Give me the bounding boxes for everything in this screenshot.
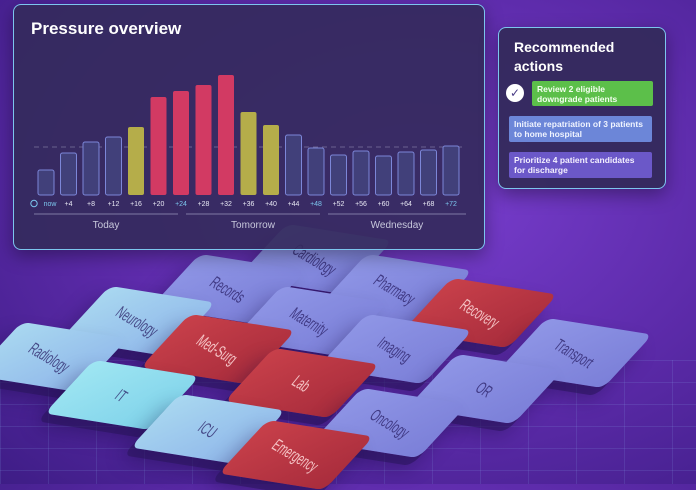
- tick-label: +40: [265, 201, 277, 208]
- tile-label: Radiology: [25, 338, 75, 376]
- bar-+48: [307, 147, 325, 196]
- tick-label: +36: [243, 201, 255, 208]
- bar-+44: [285, 134, 302, 196]
- bar-+8: [82, 141, 100, 196]
- bar-+56: [352, 150, 370, 196]
- bar-+68: [420, 149, 437, 196]
- tile-label: Recovery: [456, 294, 504, 332]
- bar-+64: [397, 151, 415, 196]
- bar-+28: [195, 85, 212, 195]
- day-label: Wednesday: [371, 220, 424, 231]
- tick-label: +56: [355, 201, 367, 208]
- bar-+12: [105, 136, 122, 196]
- tick-label: +64: [400, 201, 412, 208]
- tick-label: +24: [175, 201, 187, 208]
- panel-title: Pressure overview: [31, 19, 182, 38]
- tick-label: now: [44, 201, 58, 208]
- tile-label: Med-Surg: [193, 330, 243, 368]
- bar-+32: [218, 75, 234, 195]
- tick-label: +52: [333, 201, 345, 208]
- recommended-actions-panel: Recommended actions ✓ Review 2 eligible …: [498, 27, 666, 189]
- bar-+40: [263, 125, 279, 195]
- tick-label: +68: [423, 201, 435, 208]
- tile-label: IT: [111, 384, 133, 406]
- bar-+16: [128, 127, 144, 195]
- clock-icon: [30, 199, 38, 208]
- tick-label: +44: [288, 201, 300, 208]
- bar-+52: [330, 154, 347, 196]
- tile-label: Emergency: [268, 434, 324, 476]
- check-icon[interactable]: ✓: [506, 84, 524, 102]
- action-prioritize-discharge[interactable]: Prioritize 4 patient candidates for disc…: [509, 152, 652, 178]
- tick-label: +4: [65, 201, 73, 208]
- bar-+72: [442, 145, 460, 196]
- tick-label: +28: [198, 201, 210, 208]
- tile-label: Oncology: [366, 404, 414, 442]
- day-label: Today: [93, 220, 120, 231]
- tile-label: Maternity: [286, 303, 334, 339]
- tick-label: +32: [220, 201, 232, 208]
- bar-+60: [375, 155, 392, 196]
- bar-+36: [240, 112, 257, 195]
- bar-+4: [60, 152, 77, 196]
- tile-label: Records: [206, 271, 250, 307]
- tick-label: +20: [153, 201, 165, 208]
- tile-label: Neurology: [112, 301, 164, 341]
- tick-label: +8: [87, 201, 95, 208]
- tile-label: ICU: [194, 416, 222, 442]
- action-review-downgrade[interactable]: Review 2 eligible downgrade patients: [532, 81, 653, 106]
- pressure-overview-panel: Pressure overview now +4 +8 +12 +16 +20 +24 +28…: [13, 4, 485, 250]
- bar-+24: [173, 91, 189, 195]
- tile-label: Imaging: [373, 332, 417, 366]
- bar-+20: [150, 97, 167, 195]
- bar-now: [37, 169, 55, 196]
- tick-label: +72: [445, 201, 457, 208]
- pressure-chart: now +4 +8 +12 +16 +20 +24 +28 +32 +36 +40 +44 +48 +52…: [30, 75, 466, 231]
- tile-label: Transport: [550, 334, 600, 372]
- tick-label: +16: [130, 201, 142, 208]
- actions-title: Recommended actions: [514, 39, 615, 74]
- tick-label: +48: [310, 201, 322, 208]
- tile-label: OR: [472, 377, 498, 401]
- day-label: Tomorrow: [231, 220, 276, 231]
- tick-label: +60: [378, 201, 390, 208]
- tick-label: +12: [108, 201, 120, 208]
- tile-label: Lab: [288, 370, 316, 396]
- action-initiate-repatriation[interactable]: Initiate repatriation of 3 patients to h…: [509, 116, 652, 142]
